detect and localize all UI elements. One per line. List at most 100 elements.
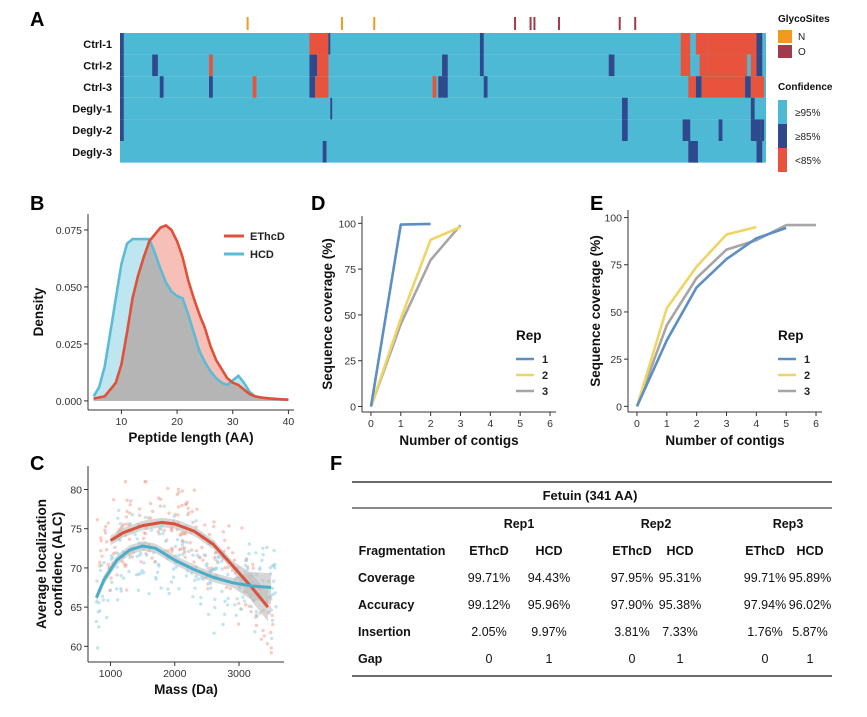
ethcd-point: [261, 628, 265, 633]
hcd-point: [121, 576, 126, 580]
conf-legend-item: ≥95%: [795, 108, 821, 119]
heatmap-cell: [688, 141, 698, 163]
hcd-point: [254, 551, 258, 555]
hcd-point: [175, 537, 180, 542]
hcd-point: [184, 574, 189, 578]
hcd-point: [109, 557, 114, 561]
x-tick-label: 2: [428, 418, 434, 430]
hcd-point: [172, 514, 176, 519]
x-tick-label: 40: [283, 416, 295, 428]
hcd-point: [177, 553, 181, 557]
hcd-point: [196, 577, 200, 581]
hcd-point: [133, 532, 137, 537]
hcd-point: [265, 545, 269, 550]
hcd-point: [171, 567, 176, 571]
ethcd-point: [226, 546, 231, 550]
hcd-point: [159, 527, 163, 531]
ethcd-point: [113, 545, 117, 550]
table-group-header: Rep1: [504, 517, 535, 531]
heatmap-cell: [479, 54, 484, 77]
hcd-point: [216, 554, 220, 559]
table-column-header: HCD: [535, 544, 562, 558]
hcd-point: [253, 630, 257, 634]
hcd-point: [221, 622, 225, 627]
y-tick-label: 0.000: [56, 396, 82, 408]
hcd-point: [194, 575, 198, 579]
hcd-point: [172, 575, 176, 579]
hcd-trend-line: [95, 544, 272, 599]
heatmap-cell: [309, 76, 316, 98]
hcd-point: [97, 625, 101, 629]
ethcd-point: [105, 540, 109, 544]
ethcd-point: [223, 538, 227, 542]
table-cell: 9.97%: [531, 625, 566, 639]
ethcd-point: [265, 642, 269, 646]
ethcd-point: [206, 587, 210, 591]
hcd-point: [273, 562, 277, 567]
ethcd-point: [269, 651, 273, 655]
hcd-point: [270, 618, 275, 623]
hcd-point: [273, 591, 277, 595]
legend-title: Rep: [778, 328, 804, 343]
ethcd-point: [129, 499, 133, 503]
legend-hcd-label: HCD: [250, 249, 274, 261]
ethcd-point: [267, 606, 272, 610]
x-tick-label: 30: [227, 416, 239, 428]
ethcd-point: [108, 588, 112, 592]
ethcd-point: [99, 536, 103, 540]
hcd-point: [233, 603, 237, 607]
heatmap-row-5: [120, 141, 766, 163]
heatmap-cell: [120, 97, 124, 120]
hcd-point: [241, 595, 245, 599]
panel-label-a: A: [30, 9, 44, 31]
hcd-point: [135, 554, 139, 559]
ethcd-point: [254, 615, 258, 619]
rep-3-line: [369, 224, 462, 407]
ethcd-point: [98, 560, 102, 565]
ethcd-point: [270, 613, 274, 618]
hcd-point: [247, 542, 252, 546]
ethcd-point: [141, 536, 146, 541]
hcd-point: [213, 597, 217, 602]
heatmap-cell: [252, 76, 257, 98]
y-tick-label: 0.050: [56, 282, 82, 294]
conf-legend-item: <85%: [795, 156, 821, 167]
ethcd-point: [103, 528, 107, 532]
x-tick-label: 0: [368, 418, 374, 430]
glycosite-mark: [533, 17, 536, 30]
x-tick-label: 20: [171, 416, 183, 428]
glycosite-mark: [618, 17, 621, 30]
ethcd-point: [138, 513, 142, 517]
ethcd-point: [125, 509, 129, 514]
ethcd-point: [139, 560, 143, 564]
row-label-2: Ctrl-3: [83, 82, 112, 94]
heatmap-cell: [701, 76, 748, 98]
ethcd-point: [169, 546, 174, 551]
heatmap-cell: [750, 119, 761, 141]
hcd-point: [117, 508, 121, 512]
ethcd-point: [156, 530, 160, 534]
heatmap-cell: [330, 97, 333, 120]
hcd-confidence-band: [96, 541, 272, 603]
hcd-point: [260, 558, 264, 562]
table-group-header: Rep3: [773, 517, 804, 531]
hcd-point: [157, 564, 161, 568]
table-cell: 95.31%: [659, 571, 701, 585]
heatmap-cell: [309, 33, 329, 55]
table-row-header: Coverage: [358, 571, 415, 585]
conf-legend-title: Confidence: [778, 82, 833, 93]
hcd-point: [213, 605, 217, 610]
heatmap-cell: [680, 33, 691, 55]
panel-label-d: D: [311, 193, 325, 215]
heatmap-cell: [756, 54, 763, 77]
ethcd-point: [125, 588, 129, 592]
legend-rep-3: 3: [804, 386, 810, 398]
hcd-point: [109, 554, 114, 558]
rep-1-line: [369, 222, 431, 407]
hcd-point: [142, 561, 146, 565]
ethcd-point: [176, 487, 181, 491]
ethcd-point: [188, 541, 192, 545]
hcd-point: [186, 549, 191, 554]
hcd-point: [127, 569, 131, 574]
table-row-header: Accuracy: [358, 598, 414, 612]
